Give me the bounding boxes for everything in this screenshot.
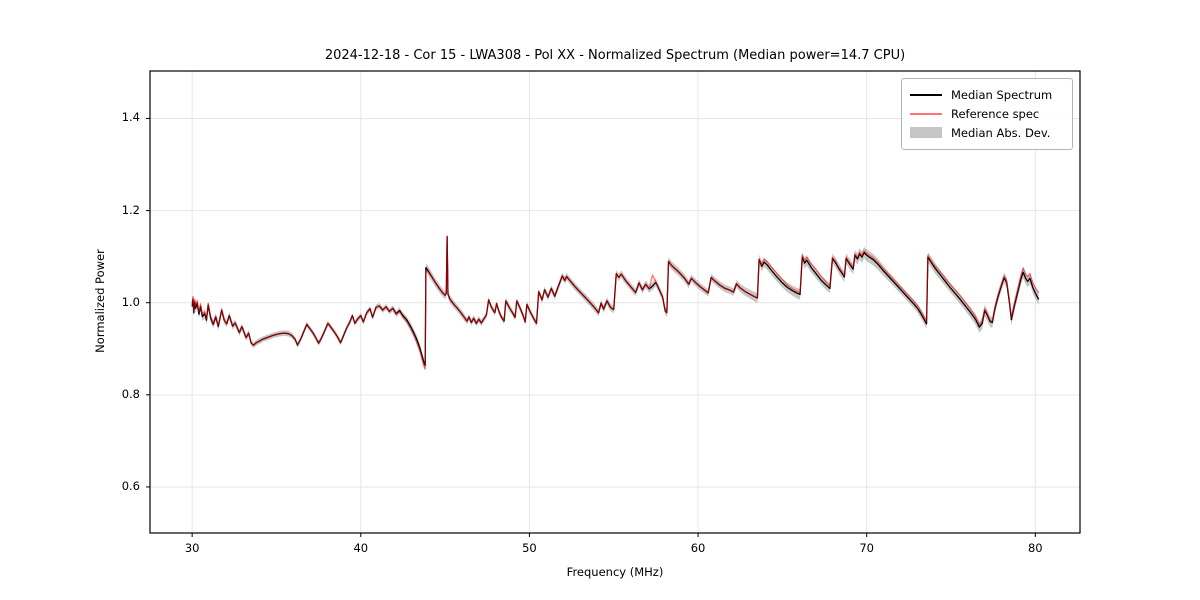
legend-label: Median Spectrum bbox=[951, 87, 1053, 102]
legend-label: Reference spec bbox=[951, 106, 1040, 121]
reference-spectrum-line bbox=[191, 235, 1040, 370]
median-spectrum-line bbox=[191, 235, 1040, 366]
reference-spec-line-icon bbox=[910, 112, 942, 115]
median-abs-dev-patch-icon bbox=[910, 127, 942, 138]
axes-spines bbox=[149, 70, 1081, 534]
chart-title: 2024-12-18 - Cor 15 - LWA308 - Pol XX - … bbox=[324, 48, 906, 63]
x-tick-label: 60 bbox=[690, 541, 706, 555]
legend-item-median-abs-dev: Median Abs. Dev. bbox=[910, 123, 1064, 142]
median-spectrum-line-icon bbox=[910, 93, 942, 96]
legend-item-reference-spec: Reference spec bbox=[910, 104, 1064, 123]
legend: Median Spectrum Reference spec Median Ab… bbox=[901, 78, 1073, 150]
x-axis-label: Frequency (MHz) bbox=[566, 565, 664, 579]
x-tick-label: 40 bbox=[353, 541, 369, 555]
x-tick-label: 80 bbox=[1027, 541, 1043, 555]
y-tick-label: 1.4 bbox=[121, 110, 140, 125]
x-tick-label: 50 bbox=[522, 541, 537, 555]
legend-label: Median Abs. Dev. bbox=[951, 125, 1051, 140]
y-tick-label: 0.6 bbox=[121, 478, 140, 493]
x-tick-label: 70 bbox=[859, 541, 874, 555]
x-tick-label: 30 bbox=[184, 541, 200, 555]
y-tick-label: 0.8 bbox=[121, 386, 140, 401]
y-tick-label: 1.2 bbox=[121, 202, 140, 217]
legend-item-median-spectrum: Median Spectrum bbox=[910, 85, 1064, 104]
y-tick-label: 1.0 bbox=[121, 294, 140, 309]
